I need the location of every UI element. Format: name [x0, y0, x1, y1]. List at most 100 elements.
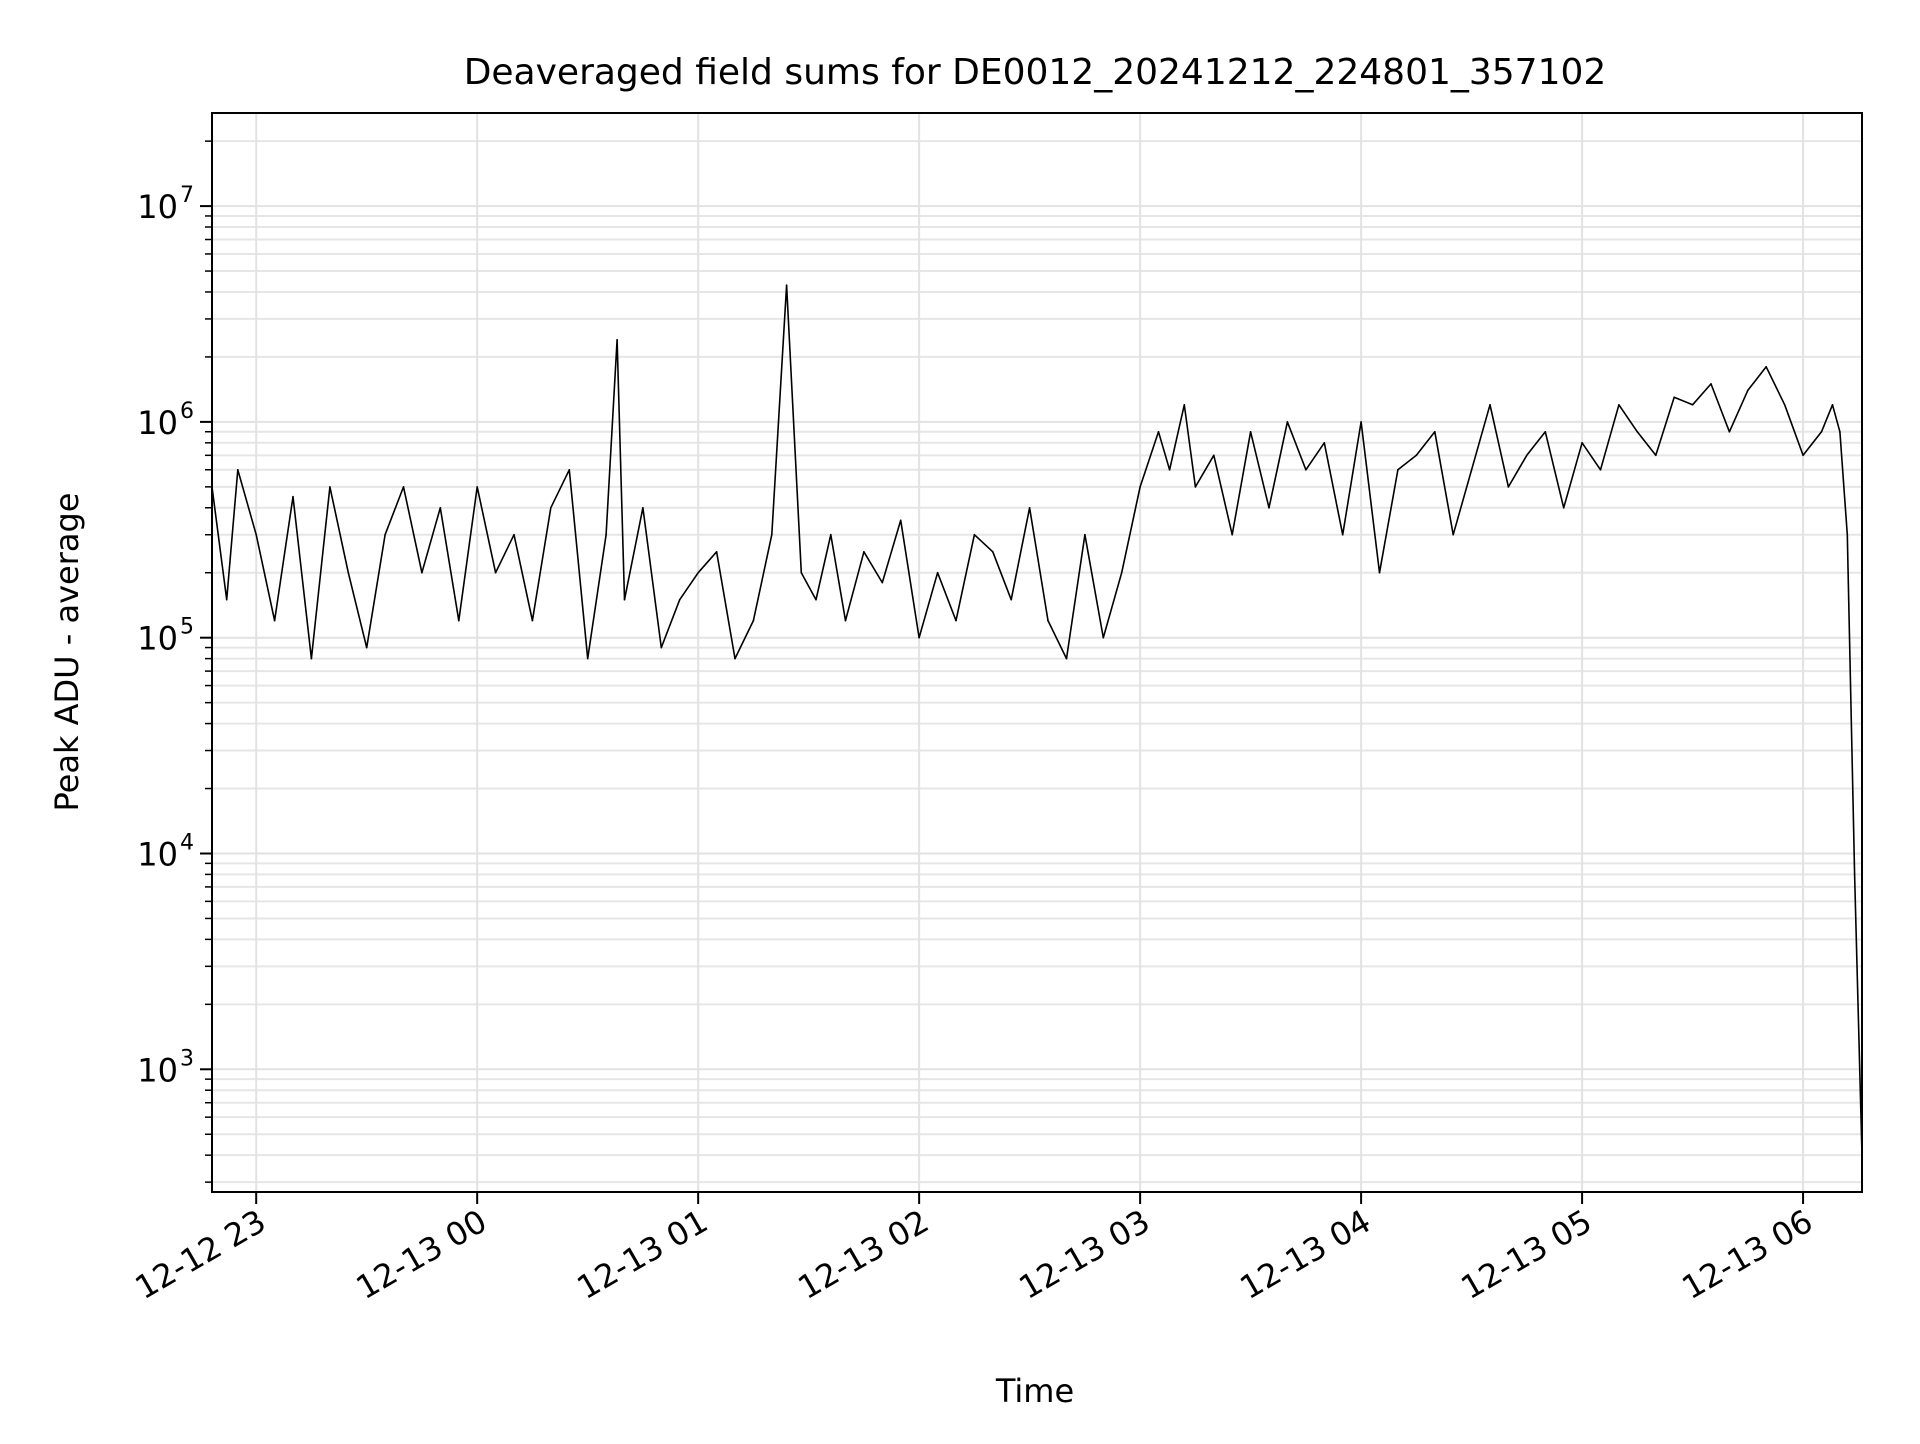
y-axis-label: Peak ADU - average — [48, 493, 86, 812]
y-tick-exponent: 3 — [180, 1046, 194, 1071]
data-point — [830, 533, 832, 536]
x-axis-label: Time — [995, 1372, 1074, 1410]
data-point — [1010, 598, 1012, 601]
data-point — [1846, 533, 1849, 536]
data-point — [1728, 431, 1731, 433]
data-point — [955, 619, 957, 622]
y-tick-exponent: 6 — [180, 399, 194, 424]
data-point — [1120, 571, 1123, 574]
data-point — [1286, 421, 1289, 423]
data-point — [800, 571, 803, 574]
y-tick-exponent: 7 — [180, 183, 194, 208]
data-point — [1378, 571, 1381, 574]
data-point — [568, 469, 571, 471]
data-point — [844, 619, 847, 622]
plot-frame — [211, 112, 1863, 1193]
data-point — [678, 598, 681, 601]
data-point — [973, 533, 976, 536]
data-point — [1710, 383, 1712, 385]
data-point — [439, 507, 442, 509]
data-point — [421, 571, 423, 574]
data-point — [1323, 442, 1326, 444]
data-point — [992, 551, 994, 553]
data-point — [936, 571, 939, 574]
data-point — [1544, 431, 1547, 433]
y-tick-label: 10 — [137, 620, 178, 658]
y-tick-label: 10 — [137, 835, 178, 873]
data-point — [1507, 486, 1510, 488]
data-point — [586, 657, 589, 660]
data-point — [1691, 404, 1694, 406]
data-point — [1783, 404, 1786, 406]
grid — [212, 113, 1862, 1192]
data-point — [1268, 507, 1270, 509]
data-point — [697, 571, 699, 574]
data-point — [237, 469, 239, 471]
data-point — [1065, 657, 1068, 660]
data-point — [1655, 454, 1657, 457]
data-point — [1562, 507, 1565, 509]
data-point — [1802, 454, 1804, 457]
data-point — [1581, 442, 1583, 444]
data-point — [1028, 507, 1031, 509]
data-point — [513, 533, 515, 536]
data-point — [1183, 404, 1186, 406]
data-point — [347, 571, 350, 574]
data-point — [365, 646, 368, 649]
data-point — [255, 533, 257, 536]
data-point — [1470, 469, 1473, 471]
y-tick-exponent: 5 — [180, 615, 194, 640]
data-point — [785, 284, 788, 287]
data-point — [329, 486, 331, 488]
data-point — [734, 657, 736, 660]
data-point — [310, 657, 313, 660]
data-point — [1839, 431, 1841, 433]
data-point — [1157, 431, 1160, 433]
data-point — [1231, 533, 1233, 536]
data-point — [1249, 431, 1252, 433]
data-point — [1489, 404, 1491, 406]
y-tick-exponent: 4 — [180, 830, 194, 855]
data-point — [1831, 404, 1834, 406]
data-point — [715, 551, 718, 553]
data-point — [1820, 431, 1823, 433]
data-point — [1618, 404, 1620, 406]
data-point — [458, 619, 460, 622]
y-tick-label: 10 — [137, 1051, 178, 1089]
data-point — [815, 598, 817, 601]
data-point — [531, 619, 534, 622]
data-point — [402, 486, 405, 488]
data-point — [1747, 389, 1749, 392]
data-point — [642, 507, 644, 509]
data-point — [616, 339, 618, 341]
data-point — [1853, 873, 1856, 876]
y-tick-label: 10 — [137, 188, 178, 226]
data-point — [863, 551, 865, 553]
data-point — [1360, 421, 1362, 423]
data-point — [1084, 533, 1086, 536]
data-point — [225, 598, 228, 601]
data-point — [1213, 454, 1215, 457]
data-point — [1415, 454, 1418, 457]
data-point — [1397, 469, 1399, 471]
data-point — [1526, 454, 1528, 457]
data-point — [292, 495, 294, 498]
data-point — [1168, 469, 1171, 471]
data-point — [1434, 431, 1436, 433]
data-point — [550, 507, 552, 509]
data-point — [1452, 533, 1454, 536]
data-point — [273, 619, 276, 622]
data-point — [899, 519, 902, 522]
data-point — [623, 598, 626, 601]
data-point — [476, 486, 479, 488]
data-point — [1765, 366, 1767, 368]
data-point — [384, 533, 386, 536]
data-point — [1599, 469, 1602, 471]
y-tick-label: 10 — [137, 404, 178, 442]
data-point — [1341, 533, 1344, 536]
data-point — [881, 581, 884, 584]
data-point — [1047, 619, 1049, 622]
data-point — [660, 646, 663, 649]
data-point — [1102, 636, 1105, 639]
